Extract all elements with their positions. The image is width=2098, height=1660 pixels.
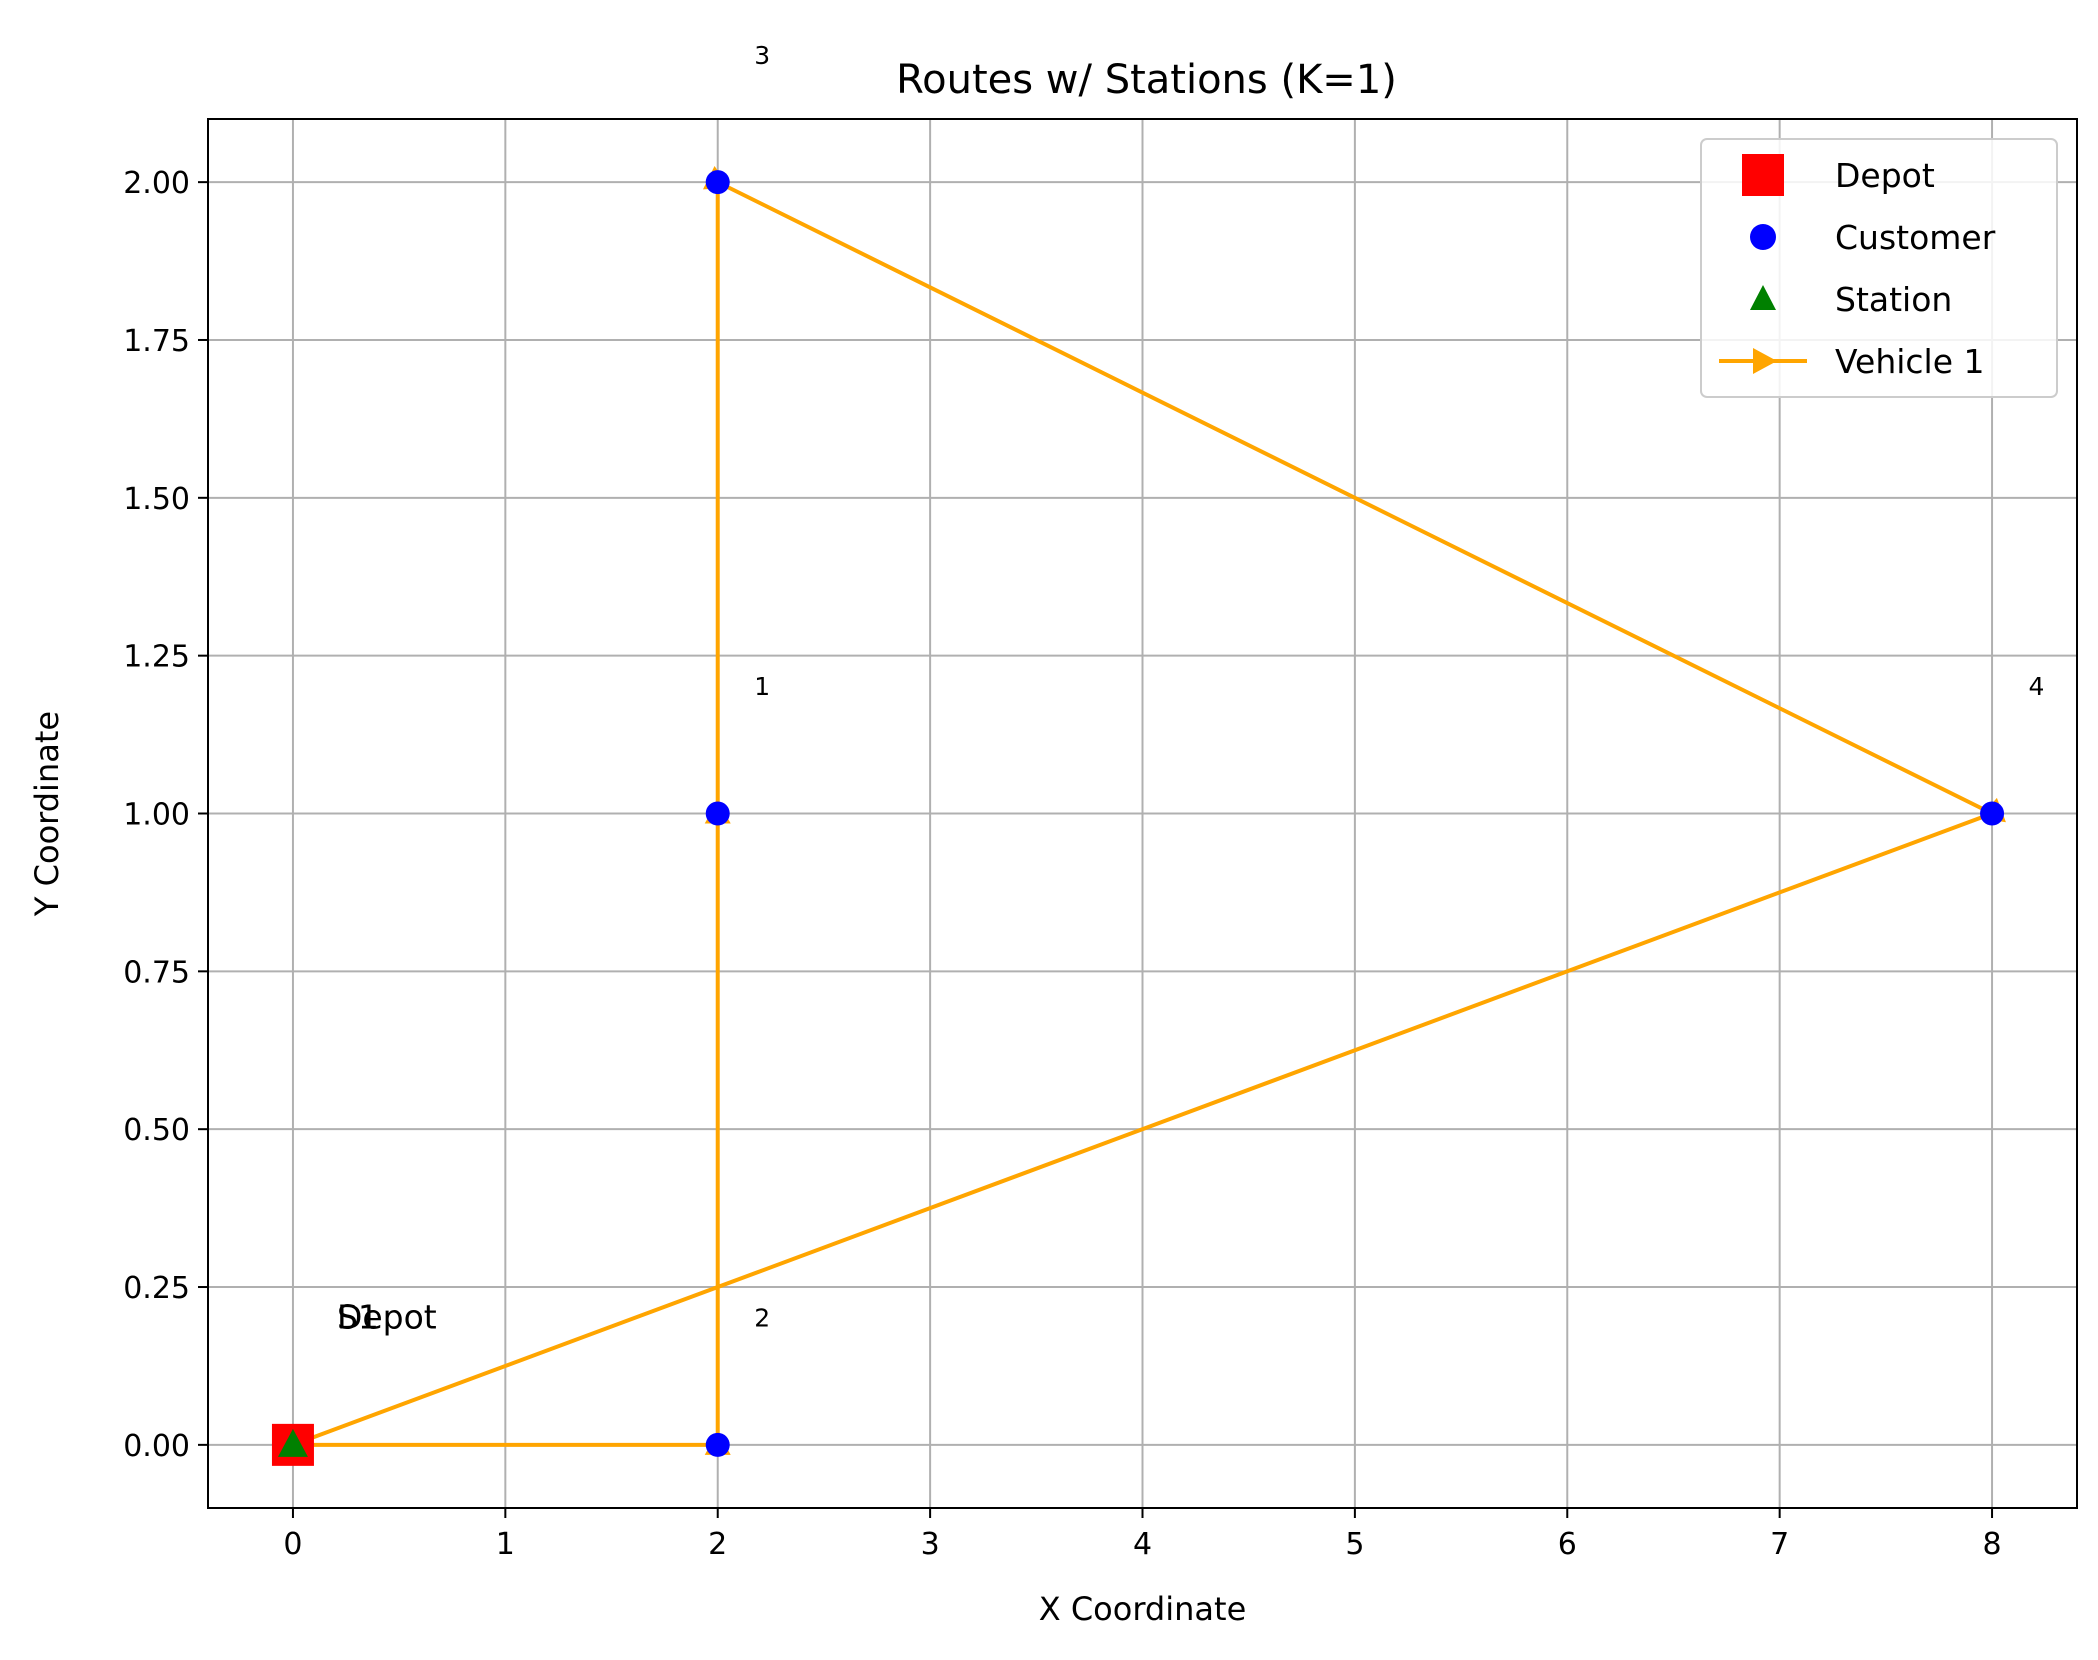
- y-tick-label: 1.25: [123, 640, 190, 675]
- legend-label: Depot: [1835, 156, 1935, 195]
- station-label: S1: [337, 1298, 379, 1337]
- customer-label-4: 4: [2029, 672, 2045, 701]
- x-tick-label: 2: [708, 1527, 727, 1562]
- y-tick-label: 0.50: [123, 1113, 190, 1148]
- x-tick-label: 6: [1558, 1527, 1577, 1562]
- customer-marker-3: [705, 170, 730, 195]
- legend-customer-swatch: [1750, 224, 1776, 250]
- y-tick-label: 0.25: [123, 1271, 190, 1306]
- legend-label: Station: [1835, 280, 1952, 319]
- route-line-vehicle-1: [292, 180, 1995, 1447]
- x-tick-label: 7: [1770, 1527, 1789, 1562]
- x-axis-label: X Coordinate: [1039, 1590, 1247, 1628]
- point-markers: [271, 170, 2005, 1466]
- legend-label: Customer: [1835, 218, 1996, 257]
- customer-marker-2: [705, 1432, 730, 1457]
- y-tick-label: 0.00: [123, 1429, 190, 1464]
- x-tick-label: 0: [283, 1527, 302, 1562]
- x-tick-label: 4: [1133, 1527, 1152, 1562]
- customer-label-3: 3: [754, 41, 770, 70]
- legend: Depot Customer Station Vehicle 1: [1700, 138, 2058, 398]
- y-axis-label: Y Coordinate: [28, 711, 66, 917]
- customer-marker-4: [1980, 801, 2005, 826]
- legend-vehicle-arrow: [1753, 348, 1777, 374]
- depot-label: Depot: [337, 1298, 437, 1337]
- x-tick-label: 3: [921, 1527, 940, 1562]
- axis-ticks: 0 1 2 3 4 5 6 7 8 0.00 0.25 0.50 0.75 1.00 1.25 1.50 1.7…: [123, 166, 2001, 1562]
- y-tick-label: 1.75: [123, 324, 190, 359]
- legend-box: [1700, 138, 2058, 398]
- customer-label-1: 1: [754, 672, 770, 701]
- y-tick-label: 1.50: [123, 482, 190, 517]
- station-marker: [277, 1428, 308, 1457]
- customer-marker-1: [705, 801, 730, 826]
- y-tick-label: 2.00: [123, 166, 190, 201]
- x-tick-label: 1: [496, 1527, 515, 1562]
- y-tick-label: 0.75: [123, 955, 190, 990]
- legend-depot-swatch: [1742, 154, 1784, 196]
- y-tick-label: 1.00: [123, 798, 190, 833]
- x-tick-label: 5: [1345, 1527, 1364, 1562]
- customer-label-2: 2: [754, 1304, 770, 1333]
- chart-title: Routes w/ Stations (K=1): [896, 57, 1397, 103]
- legend-label: Vehicle 1: [1835, 342, 1985, 381]
- x-tick-label: 8: [1982, 1527, 2001, 1562]
- legend-station-swatch: [1750, 285, 1776, 310]
